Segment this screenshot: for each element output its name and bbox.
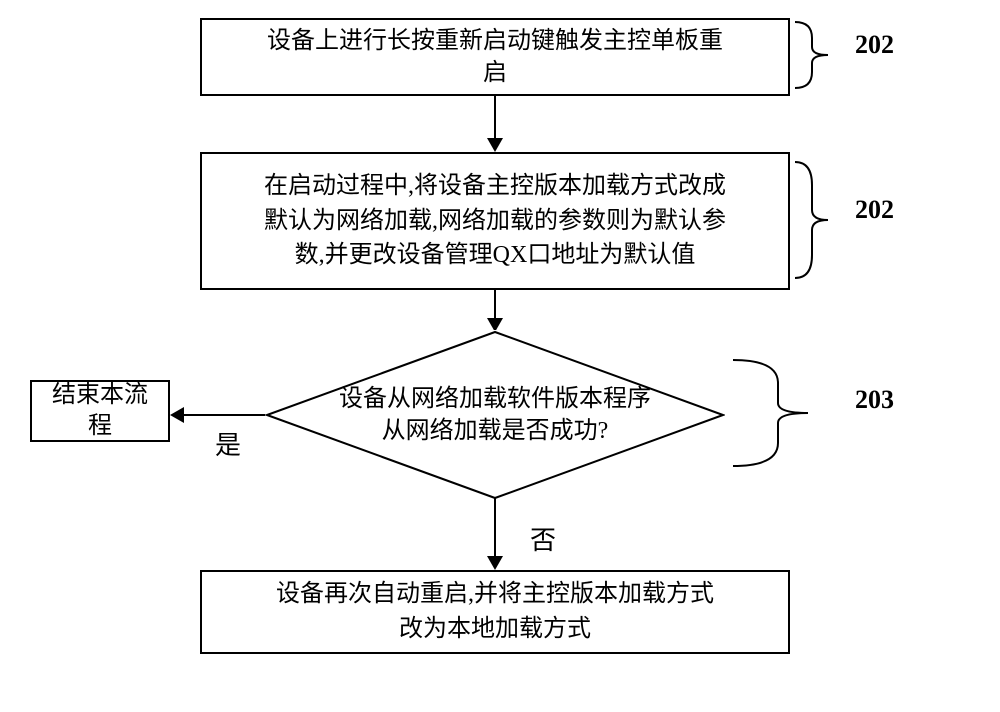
step-box-5: 设备再次自动重启,并将主控版本加载方式 改为本地加载方式 — [200, 570, 790, 654]
step-box-1: 设备上进行长按重新启动键触发主控单板重 启 — [200, 18, 790, 96]
step-text-5: 设备再次自动重启,并将主控版本加载方式 改为本地加载方式 — [276, 577, 714, 647]
step-label-2: 202 — [855, 195, 894, 225]
edge-1 — [494, 96, 496, 138]
step-text-2: 在启动过程中,将设备主控版本加载方式改成 默认为网络加载,网络加载的参数则为默认… — [264, 169, 726, 273]
step-box-2: 在启动过程中,将设备主控版本加载方式改成 默认为网络加载,网络加载的参数则为默认… — [200, 152, 790, 290]
end-text: 结束本流程 — [44, 380, 156, 442]
edge-3-label: 是 — [215, 425, 241, 462]
brace-1 — [790, 20, 850, 90]
step-label-1: 202 — [855, 30, 894, 60]
edge-3 — [184, 414, 265, 416]
end-box: 结束本流程 — [30, 380, 170, 442]
decision-text: 设备从网络加载软件版本程序 从网络加载是否成功? — [339, 383, 651, 448]
step-label-3: 203 — [855, 385, 894, 415]
flowchart-canvas: 设备上进行长按重新启动键触发主控单板重 启 202 在启动过程中,将设备主控版本… — [0, 0, 1000, 712]
edge-2 — [494, 290, 496, 320]
brace-2 — [790, 160, 850, 280]
edge-1-head — [487, 138, 503, 152]
edge-4-label: 否 — [530, 520, 556, 557]
edge-4-head — [487, 556, 503, 570]
edge-3-head — [170, 407, 184, 423]
decision-diamond: 设备从网络加载软件版本程序 从网络加载是否成功? — [265, 330, 725, 500]
edge-4 — [494, 498, 496, 556]
brace-3 — [728, 358, 848, 468]
step-text-1: 设备上进行长按重新启动键触发主控单板重 启 — [267, 25, 723, 90]
